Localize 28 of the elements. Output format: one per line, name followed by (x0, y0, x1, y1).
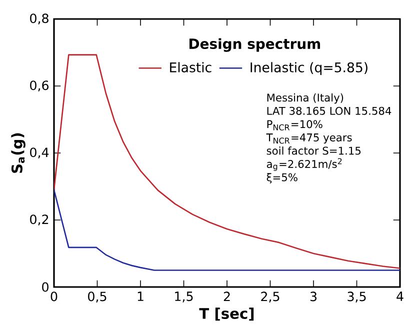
x-tick-label: 0,5 (88, 292, 106, 303)
y-tick-label: 0,8 (30, 14, 48, 24)
x-tick-label: 4 (396, 292, 404, 301)
x-tick-label: 1 (138, 292, 144, 301)
annotation: soil factor S=1.15 (266, 146, 361, 155)
y-tick-label: 0,4 (30, 148, 49, 158)
y-tick-label: 0,6 (30, 80, 49, 92)
annotation: T$_{NCR}$=475 years (266, 134, 352, 144)
legend-label: Inelastic (q=5.85) (250, 62, 368, 75)
x-tick-label: 3,5 (348, 292, 366, 303)
x-tick-label: 2,5 (261, 292, 280, 303)
x-tick-label: 0 (50, 292, 58, 302)
x-tick-label: 1,5 (175, 292, 193, 302)
y-tick-label: 0,2 (30, 214, 48, 226)
line-series (54, 189, 400, 271)
line-series (54, 54, 400, 269)
x-tick-label: 3 (310, 292, 317, 302)
x-tick-label: 2 (224, 292, 230, 302)
annotation: P$_{NCR}$=10% (267, 120, 322, 130)
y-axis-title: S$_{a}$(g) (11, 133, 26, 173)
annotation: LAT 38.165 LON 15.584 (267, 106, 392, 115)
x-axis-title: T [sec] (199, 308, 254, 321)
annotation: ξ=5% (266, 173, 298, 184)
y-tick-label: 0 (42, 282, 48, 292)
annotation: Messina (Italy) (267, 93, 344, 104)
legend-label: Elastic (170, 62, 212, 72)
annotation: a$_{g}$=2.621m/s$^{2}$ (266, 158, 342, 171)
legend-title: Design spectrum (189, 38, 320, 52)
